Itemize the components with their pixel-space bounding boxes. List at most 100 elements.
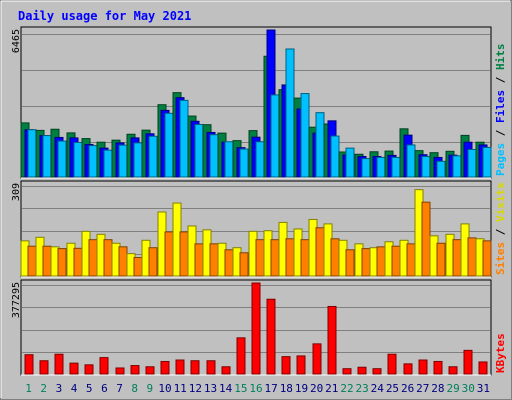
bar-sites-day-undefined	[345, 249, 355, 277]
bar-sites-day-undefined	[361, 248, 371, 277]
bar-pages-day-10	[164, 112, 174, 178]
bar-kbytes-day-undefined	[39, 360, 49, 375]
bar-pages-day-29	[452, 155, 462, 178]
bar-sites-day-undefined	[164, 231, 174, 277]
bar-sites-day-undefined	[88, 239, 98, 277]
bar-pages-day-23	[361, 158, 371, 178]
bar-sites-day-undefined	[467, 237, 477, 277]
bar-kbytes-day-undefined	[130, 365, 140, 375]
bar-pages-day-31	[482, 146, 492, 178]
x-tick-label: 4	[71, 382, 78, 395]
bar-sites-day-undefined	[285, 238, 295, 277]
x-tick-label: 15	[234, 382, 247, 395]
bar-sites-day-undefined	[194, 243, 204, 277]
x-tick-label: 11	[174, 382, 187, 395]
bar-pages-day-28	[436, 160, 446, 178]
bar-pages-day-22	[345, 147, 355, 178]
bar-pages-day-5	[88, 145, 98, 178]
y-max-label: 309	[11, 183, 22, 201]
bar-kbytes-day-undefined	[463, 349, 473, 375]
x-tick-label: 23	[356, 382, 369, 395]
legend-divider: /	[494, 222, 507, 242]
x-tick-label: 9	[147, 382, 154, 395]
x-tick-label: 26	[401, 382, 414, 395]
bar-kbytes-day-undefined	[54, 353, 64, 375]
legend-text: Sites / Visits	[494, 182, 507, 275]
x-tick-label: 24	[371, 382, 385, 395]
x-tick-label: 25	[386, 382, 399, 395]
bar-sites-day-undefined	[27, 245, 37, 277]
legend-hits: Hits	[494, 44, 507, 71]
x-tick-label: 27	[416, 382, 429, 395]
bar-pages-day-24	[376, 156, 386, 178]
bar-kbytes-day-undefined	[357, 366, 367, 375]
chart-title: Daily usage for May 2021	[18, 9, 191, 23]
bar-sites-day-undefined	[330, 238, 340, 277]
bar-pages-day-8	[133, 142, 143, 178]
x-tick-label: 7	[116, 382, 123, 395]
x-tick-label: 2	[40, 382, 47, 395]
bar-sites-day-undefined	[239, 252, 249, 277]
bar-kbytes-day-undefined	[418, 359, 428, 375]
bar-pages-day-12	[194, 123, 204, 178]
panel-3: 377295 KBytes	[11, 279, 507, 376]
bar-kbytes-day-undefined	[433, 360, 443, 375]
x-tick-label: 6	[101, 382, 108, 395]
bar-sites-day-undefined	[148, 247, 158, 277]
x-tick-label: 31	[477, 382, 490, 395]
bar-pages-day-19	[300, 93, 310, 178]
legend-files: Files	[494, 90, 507, 123]
bar-pages-day-27	[421, 156, 431, 178]
bar-pages-day-17	[270, 94, 280, 178]
bar-sites-day-undefined	[300, 239, 310, 277]
bar-kbytes-day-undefined	[281, 356, 291, 375]
bar-kbytes-day-undefined	[478, 361, 488, 375]
x-tick-label: 29	[446, 382, 459, 395]
bar-pages-day-15	[239, 148, 249, 178]
bar-pages-day-2	[42, 135, 52, 178]
bar-kbytes-day-undefined	[221, 366, 231, 375]
chart-panels: 6465 Pages / Files / Hits 309 Sites / Visit…	[11, 26, 507, 376]
x-tick-label: 22	[340, 382, 353, 395]
bar-pages-day-21	[330, 135, 340, 178]
legend-divider: /	[494, 70, 507, 90]
legend-panel-3: KBytes	[494, 333, 507, 373]
x-tick-label: 16	[249, 382, 262, 395]
bar-kbytes-day-undefined	[448, 366, 458, 375]
bar-sites-day-undefined	[452, 239, 462, 277]
bar-kbytes-day-undefined	[145, 366, 155, 375]
x-tick-label: 18	[280, 382, 293, 395]
bar-pages-day-11	[179, 99, 189, 178]
x-tick-label: 17	[265, 382, 278, 395]
legend-pages: Pages	[494, 143, 507, 176]
bar-pages-day-16	[255, 141, 265, 178]
x-tick-label: 5	[86, 382, 93, 395]
bar-sites-day-undefined	[42, 245, 52, 277]
bar-sites-day-undefined	[179, 231, 189, 277]
y-max-label: 6465	[11, 29, 22, 53]
bar-kbytes-day-undefined	[266, 298, 276, 375]
legend-text: Pages / Files / Hits	[494, 44, 507, 177]
y-max-label: 377295	[11, 282, 22, 318]
bar-pages-day-30	[467, 148, 477, 178]
bar-sites-day-undefined	[270, 239, 280, 277]
bar-sites-day-undefined	[482, 240, 492, 277]
bar-sites-day-undefined	[255, 239, 265, 277]
bar-kbytes-day-undefined	[403, 363, 413, 375]
bar-pages-day-7	[118, 144, 128, 178]
x-tick-label: 8	[131, 382, 138, 395]
x-tick-label: 20	[310, 382, 323, 395]
bar-kbytes-day-undefined	[84, 364, 94, 375]
bar-kbytes-day-undefined	[387, 353, 397, 375]
bar-kbytes-day-undefined	[160, 360, 170, 375]
bar-pages-day-1	[27, 129, 37, 178]
x-tick-label: 21	[325, 382, 338, 395]
bar-pages-day-9	[148, 135, 158, 178]
x-tick-label: 13	[204, 382, 217, 395]
bar-kbytes-day-undefined	[327, 305, 337, 375]
bar-kbytes-day-undefined	[175, 359, 185, 375]
bar-sites-day-undefined	[57, 248, 67, 277]
bar-sites-day-undefined	[406, 243, 416, 277]
legend-kbytes: KBytes	[494, 333, 507, 373]
